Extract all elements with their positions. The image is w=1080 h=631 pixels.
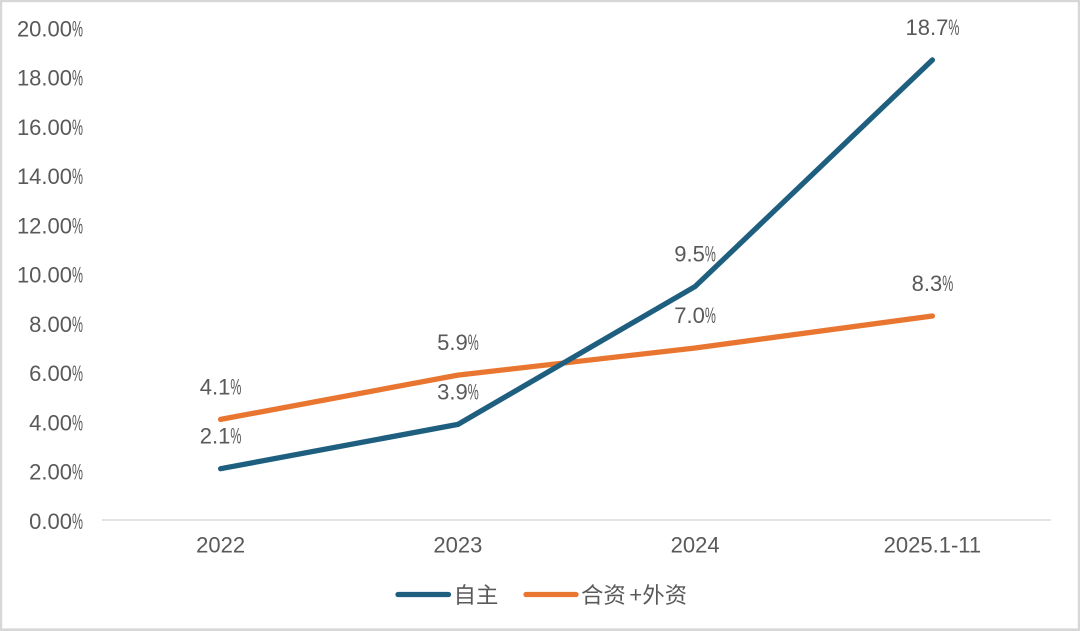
svg-text:8.3%: 8.3%: [912, 271, 954, 296]
svg-text:2.00%: 2.00%: [29, 460, 83, 485]
svg-text:2022: 2022: [196, 533, 245, 558]
svg-text:20.00%: 20.00%: [17, 16, 83, 41]
svg-text:0.00%: 0.00%: [29, 509, 83, 534]
svg-text:9.5%: 9.5%: [674, 242, 716, 267]
svg-text:16.00%: 16.00%: [17, 115, 83, 140]
svg-text:2025.1-11: 2025.1-11: [884, 533, 981, 558]
svg-text:18.00%: 18.00%: [17, 66, 83, 91]
svg-text:4.00%: 4.00%: [29, 410, 83, 435]
svg-text:4.1%: 4.1%: [200, 375, 242, 400]
svg-text:3.9%: 3.9%: [437, 379, 479, 404]
svg-text:14.00%: 14.00%: [17, 164, 83, 189]
svg-text:12.00%: 12.00%: [17, 213, 83, 238]
svg-text:2.1%: 2.1%: [200, 424, 242, 449]
svg-text:10.00%: 10.00%: [17, 263, 83, 288]
svg-text:8.00%: 8.00%: [29, 312, 83, 337]
svg-text:2024: 2024: [671, 533, 720, 558]
svg-text:5.9%: 5.9%: [437, 330, 479, 355]
svg-text:6.00%: 6.00%: [29, 361, 83, 386]
svg-text:7.0%: 7.0%: [674, 303, 716, 328]
svg-text:2023: 2023: [433, 533, 482, 558]
svg-text:18.7%: 18.7%: [905, 15, 959, 40]
